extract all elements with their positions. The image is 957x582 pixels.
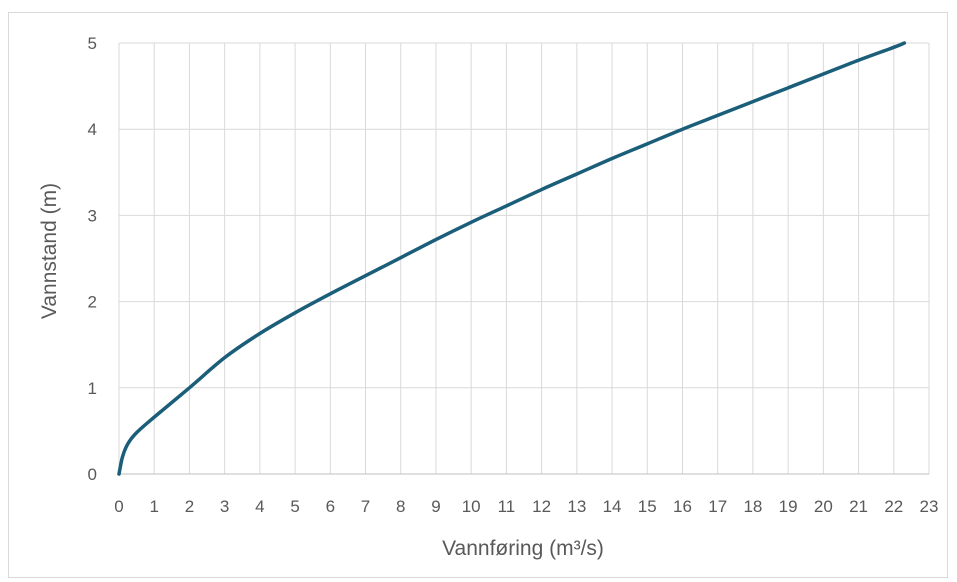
axes — [118, 43, 929, 475]
x-tick-label: 12 — [532, 497, 551, 516]
x-tick-label: 21 — [849, 497, 868, 516]
x-tick-label: 10 — [462, 497, 481, 516]
y-tick-label: 3 — [88, 206, 97, 225]
x-tick-label: 9 — [431, 497, 440, 516]
x-tick-label: 2 — [185, 497, 194, 516]
series-line — [117, 41, 907, 476]
x-tick-label: 15 — [638, 497, 657, 516]
y-tick-label: 2 — [88, 293, 97, 312]
x-tick-label: 6 — [326, 497, 335, 516]
x-tick-label: 0 — [114, 497, 123, 516]
y-tick-label: 0 — [88, 465, 97, 484]
y-tick-label: 4 — [88, 120, 97, 139]
x-tick-label: 19 — [779, 497, 798, 516]
gridlines — [119, 42, 930, 474]
x-tick-label: 23 — [920, 497, 939, 516]
x-tick-label: 14 — [603, 497, 622, 516]
x-tick-label: 5 — [290, 497, 299, 516]
x-tick-label: 20 — [814, 497, 833, 516]
y-axis-title: Vannstand (m) — [38, 183, 61, 319]
x-tick-label: 22 — [884, 497, 903, 516]
x-tick-label: 11 — [498, 497, 516, 516]
x-tick-label: 4 — [255, 497, 264, 516]
x-axis-title: Vannføring (m³/s) — [442, 537, 604, 560]
y-tick-label: 5 — [88, 34, 97, 53]
x-tick-label: 3 — [220, 497, 229, 516]
x-tick-label: 7 — [361, 497, 370, 516]
x-tick-label: 13 — [567, 497, 586, 516]
y-tick-labels: 0 1 2 3 4 5 — [88, 34, 97, 484]
x-tick-label: 16 — [673, 497, 692, 516]
y-tick-label: 1 — [88, 379, 97, 398]
x-tick-label: 18 — [743, 497, 762, 516]
x-tick-label: 17 — [708, 497, 727, 516]
x-tick-label: 8 — [396, 497, 405, 516]
series-layer — [117, 41, 907, 476]
x-tick-label: 1 — [149, 497, 158, 516]
x-tick-labels: 0 1 2 3 4 5 6 7 8 9 10 11 12 13 14 15 16 17 18 19 20 21 22 23 — [114, 497, 938, 516]
